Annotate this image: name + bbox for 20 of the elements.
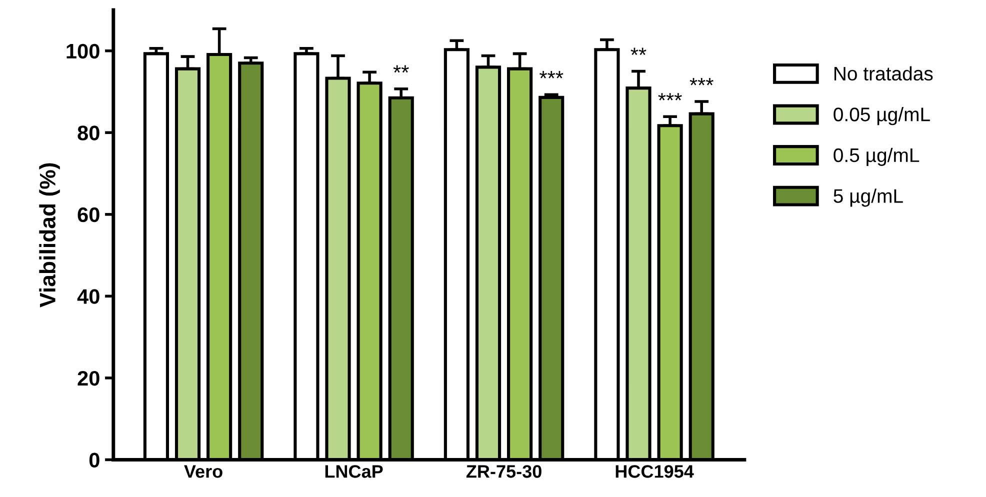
y-tick-label: 20 xyxy=(78,370,100,386)
legend-label: 0.05 µg/mL xyxy=(834,107,930,126)
y-tick-label: 60 xyxy=(78,207,100,222)
y-tick-label: 80 xyxy=(78,126,100,140)
legend-label: 5 µg/mL xyxy=(834,188,903,207)
x-tick-label: ZR-75-30 xyxy=(466,465,542,478)
y-tick-label: 40 xyxy=(77,289,100,304)
y-tick-label: 100 xyxy=(66,44,100,59)
data-label: ** xyxy=(630,48,646,56)
y-axis-title: Viabilidad (%) xyxy=(39,163,60,308)
data-label: *** xyxy=(540,71,564,78)
x-tick-label: LNCaP xyxy=(325,465,383,478)
legend-label: 0.5 µg/mL xyxy=(834,148,920,166)
data-label: ** xyxy=(393,65,409,73)
y-tick-label: 0 xyxy=(89,452,100,468)
x-tick-label: HCC1954 xyxy=(616,465,694,478)
legend-label: No tratadas xyxy=(834,66,933,81)
x-tick-label: Vero xyxy=(184,465,222,478)
data-label: *** xyxy=(690,78,714,86)
data-label: *** xyxy=(658,93,682,100)
